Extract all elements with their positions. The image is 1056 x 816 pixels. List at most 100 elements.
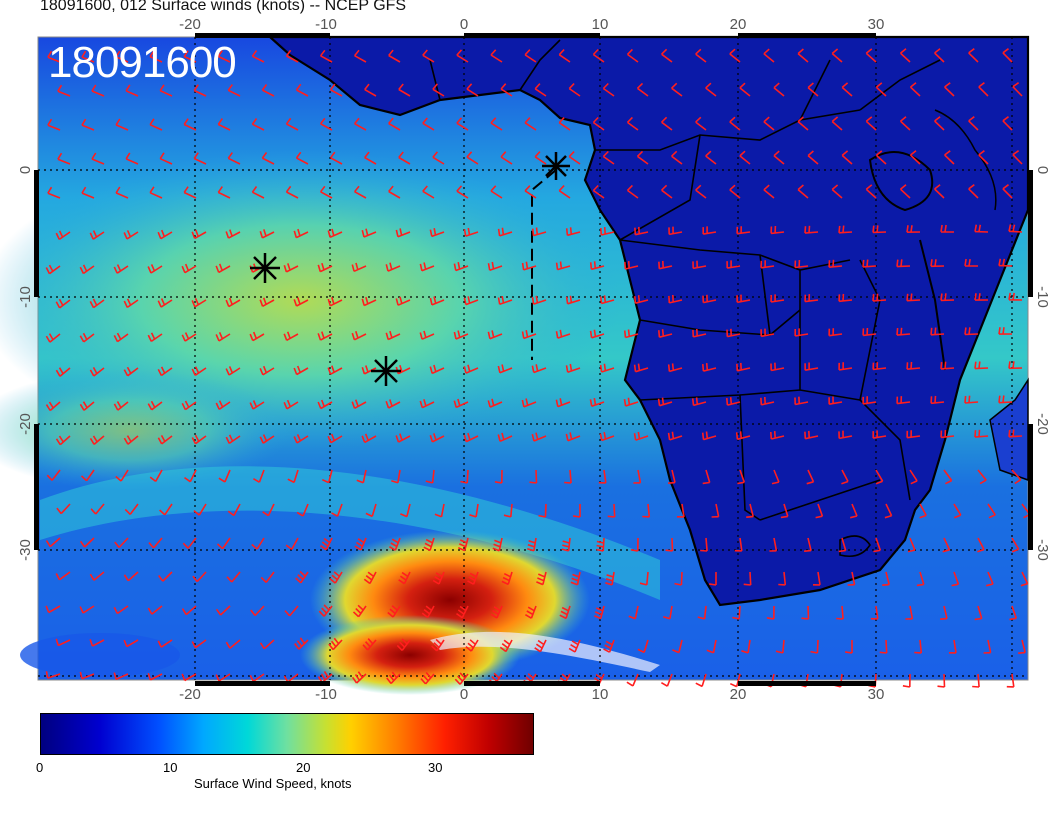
wind-barb [91,152,105,165]
wind-barb [454,672,469,685]
wind-barb [487,398,503,408]
wind-barb [419,262,435,272]
wind-barb [260,571,275,583]
wind-barb [692,328,707,338]
wind-barb [354,537,367,551]
wind-barb [388,49,401,63]
wind-barb [589,397,605,408]
wind-barb [80,469,95,482]
wind-barb [227,503,241,517]
lon-tick-top: -20 [179,16,201,33]
wind-barb [293,228,309,239]
wind-barb [149,118,163,131]
wind-barb [804,362,819,371]
lon-labels-top: -20 -10 0 10 20 30 [179,16,884,33]
wind-barb [555,329,571,339]
wind-barb [47,50,61,63]
wind-barb [870,605,879,620]
wind-barb [1009,605,1018,621]
wind-barb [701,431,717,441]
wind-barb [114,537,129,549]
wind-barb [419,330,435,340]
wind-barb [353,185,367,199]
wind-barb [665,537,674,552]
wind-barb [899,184,911,199]
wind-barb [181,400,197,411]
wind-barb [940,293,955,302]
wind-barb [296,503,309,517]
wind-barb [836,605,844,620]
wind-barb [55,571,71,581]
storm-marker-central [371,356,401,386]
storm-markers [250,152,570,386]
wind-barb [838,537,847,553]
wind-barb [147,400,163,411]
wind-barb [607,503,616,518]
wind-barb [596,537,605,552]
wind-barb [147,605,163,615]
wind-barb [1002,184,1013,199]
wind-barb [769,537,778,552]
lat-labels-left: 0 -10 -20 -30 [17,166,34,561]
wind-barb [770,362,785,372]
wind-barb [432,83,445,97]
wind-barb [746,503,754,518]
wind-barb [319,185,333,199]
wind-barb [705,150,717,165]
wind-barb [396,638,411,651]
wind-barb [534,83,547,97]
wind-barb [251,50,265,63]
wind-barb [667,363,683,373]
wind-barb [352,604,367,618]
wind-barb [838,430,853,440]
wind-barb [633,469,642,484]
wind-barb [968,116,979,131]
lat-tick-right: -20 [1034,413,1051,435]
wind-barb [193,84,207,97]
wind-barb [159,84,173,97]
wind-barb [293,297,309,307]
wind-barb [636,82,649,97]
wind-barb [770,225,785,235]
wind-barb [363,571,377,585]
wind-barb [934,48,945,63]
calm-streak [430,631,660,672]
wind-barb [320,537,333,551]
wind-barb [831,116,843,131]
wind-barb [671,82,683,97]
wind-barb [453,262,469,272]
wind-barb [531,295,547,305]
wind-barb [321,469,333,484]
wind-barb [930,259,945,268]
wind-barb [124,503,139,515]
wind-barb [215,400,231,410]
wind-barb [157,639,173,648]
wind-barb [930,327,945,336]
lon-tick-top: 30 [868,16,885,33]
lon-tick-bottom: -20 [179,686,201,700]
wind-barb [872,362,887,371]
wind-barb [157,298,173,308]
wind-barb [695,116,707,131]
wind-barb [261,84,275,97]
wind-barb [423,537,435,552]
wind-barb [1020,571,1029,587]
wind-barb [770,294,785,303]
wind-barb [732,605,741,620]
wind-barb [249,400,265,410]
wind-barb [524,185,537,199]
wind-barb [463,364,479,374]
wind-barb [531,432,547,442]
wind-barb [726,260,741,269]
wind-barb [395,296,411,306]
lat-tick-left: -10 [17,286,34,308]
wind-barb [252,469,265,483]
wind-barb [361,296,377,307]
wind-barb [831,48,843,63]
wind-barb [123,298,139,309]
wind-barb [356,469,367,484]
wind-barb [626,116,639,131]
wind-barb [524,117,537,131]
wind-barb [729,673,741,688]
wind-barb [456,117,469,131]
